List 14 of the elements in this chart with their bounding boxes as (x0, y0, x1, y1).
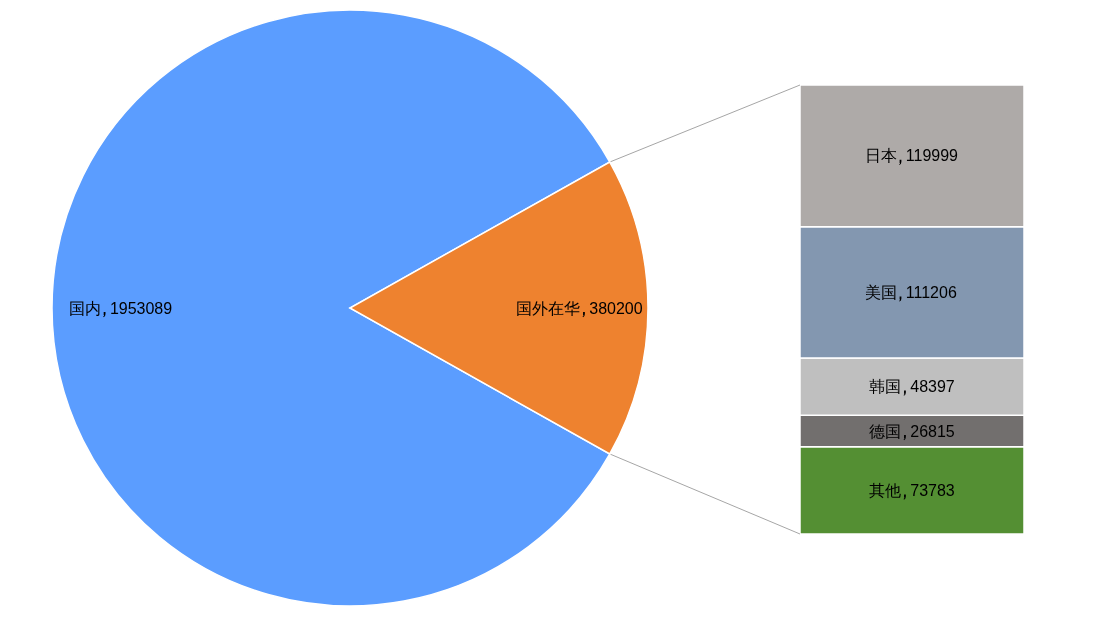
data-label: 73783 (910, 481, 955, 499)
data-label: 111206 (905, 283, 957, 301)
slice-label: 国外在华 (516, 299, 581, 317)
slice-label: 国内 (68, 299, 101, 317)
data-label: 380200 (589, 299, 643, 317)
series-label: 美国 (864, 283, 897, 301)
series-label: 韩国 (869, 378, 902, 396)
data-label: 119999 (905, 147, 959, 165)
series-label: 德国 (869, 422, 902, 440)
series-label: 其他 (869, 481, 902, 499)
data-label: 1953089 (109, 299, 173, 317)
series-label: 日本 (864, 147, 897, 165)
data-label: 26815 (910, 422, 955, 440)
data-label: 48397 (910, 378, 955, 396)
